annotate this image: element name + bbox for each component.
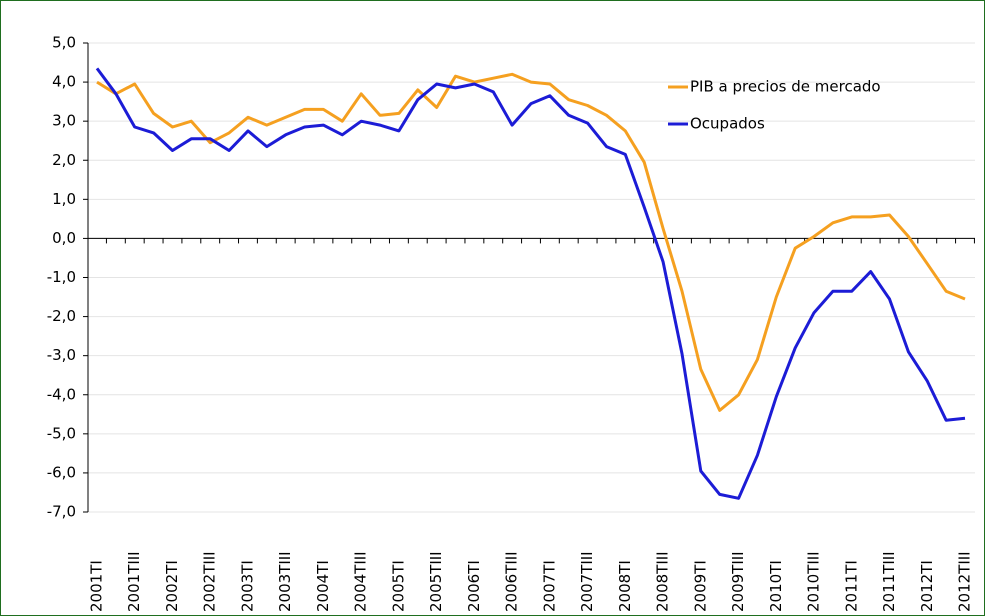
x-tick-label: 2003TIII bbox=[276, 551, 294, 612]
y-tick-label: 3,0 bbox=[52, 112, 76, 130]
x-tick-label: 2006TIII bbox=[503, 551, 521, 612]
y-tick-label: 2,0 bbox=[52, 151, 76, 169]
y-tick-label: -3,0 bbox=[47, 346, 76, 364]
x-tick-label: 2009TI bbox=[691, 560, 709, 612]
y-tick-label: 5,0 bbox=[52, 34, 76, 52]
x-tick-label: 2007TI bbox=[540, 560, 558, 612]
x-tick-label: 2005TIII bbox=[427, 551, 445, 612]
x-tick-label: 2012TIII bbox=[956, 551, 974, 612]
x-tick-label: 2007TIII bbox=[578, 551, 596, 612]
y-tick-label: -5,0 bbox=[47, 424, 76, 442]
x-tick-label: 2008TIII bbox=[654, 551, 672, 612]
y-tick-label: -7,0 bbox=[47, 503, 76, 521]
y-tick-label: -2,0 bbox=[47, 307, 76, 325]
y-tick-label: -6,0 bbox=[47, 463, 76, 481]
y-tick-label: 1,0 bbox=[52, 190, 76, 208]
series-line bbox=[95, 67, 966, 500]
legend-label: PIB a precios de mercado bbox=[690, 78, 881, 96]
x-tick-label: 2008TI bbox=[616, 560, 634, 612]
legend-label: Ocupados bbox=[690, 115, 765, 133]
x-tick-label: 2011TI bbox=[842, 560, 860, 612]
y-tick-label: 4,0 bbox=[52, 73, 76, 91]
x-tick-label: 2002TIII bbox=[201, 551, 219, 612]
x-tick-label: 2006TI bbox=[465, 560, 483, 612]
x-tick-label: 2001TIII bbox=[125, 551, 143, 612]
x-tick-label: 2005TI bbox=[389, 560, 407, 612]
x-tick-label: 2004TI bbox=[314, 560, 332, 612]
x-tick-label: 2009TIII bbox=[729, 551, 747, 612]
series-line bbox=[96, 72, 966, 412]
x-tick-label: 2002TI bbox=[163, 560, 181, 612]
x-tick-label: 2011TIII bbox=[880, 551, 898, 612]
y-tick-label: 0,0 bbox=[52, 229, 76, 247]
x-tick-label: 2010TIII bbox=[805, 551, 823, 612]
x-tick-label: 2012TI bbox=[918, 560, 936, 612]
x-tick-label: 2004TIII bbox=[352, 551, 370, 612]
y-tick-label: -4,0 bbox=[47, 385, 76, 403]
x-tick-label: 2010TI bbox=[767, 560, 785, 612]
x-tick-label: 2001TI bbox=[88, 560, 106, 612]
y-tick-label: -1,0 bbox=[47, 268, 76, 286]
x-tick-label: 2003TI bbox=[238, 560, 256, 612]
